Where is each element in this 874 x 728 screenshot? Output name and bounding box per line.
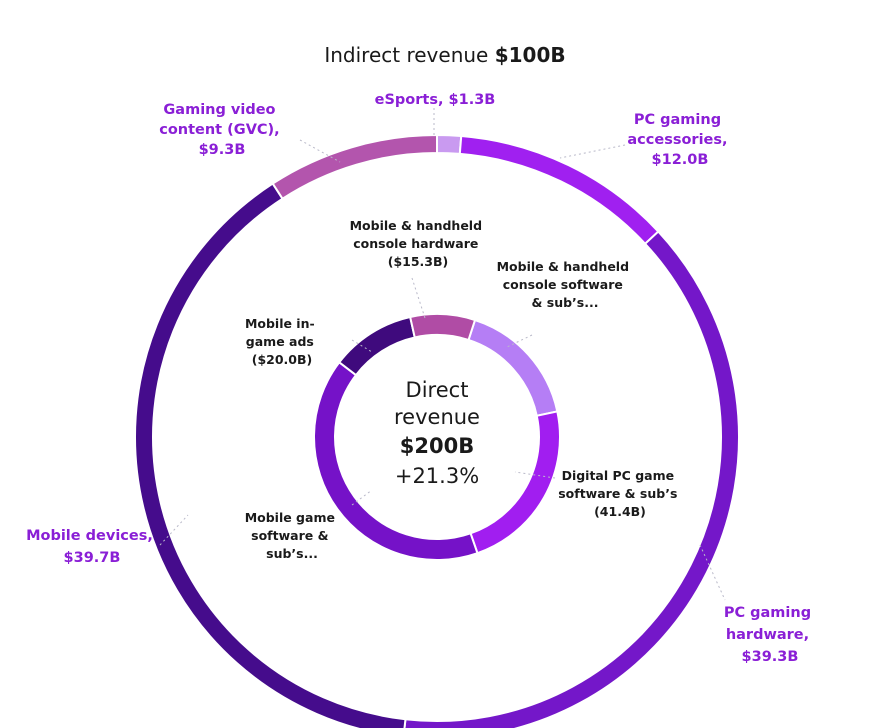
label-esports: eSports, $1.3B: [375, 92, 496, 108]
label-gvc-line3: $9.3B: [199, 142, 246, 158]
label-handheld-software-line2: console software: [503, 277, 623, 292]
chart-title: Indirect revenue $100B: [324, 43, 565, 67]
label-gvc-line2: content (GVC),: [159, 122, 279, 138]
center-line1: Direct: [406, 378, 469, 402]
label-ingame-ads-line2: game ads: [246, 334, 314, 349]
inner-slice-0: [467, 318, 559, 417]
center-growth: +21.3%: [395, 464, 479, 488]
leader-pc-software: [514, 471, 556, 479]
label-mobile-devices-line1: Mobile devices,: [26, 528, 153, 544]
title-value: $100B: [495, 43, 566, 67]
label-mobile-software: Mobile game software & sub’s...: [245, 510, 340, 561]
label-handheld-hardware-line3: ($15.3B): [388, 254, 449, 269]
inner-ring: [313, 313, 561, 561]
label-mobile-software-line2: software &: [251, 528, 328, 543]
label-pc-hardware-line1: PC gaming: [724, 605, 811, 621]
outer-slice-4: [271, 133, 438, 201]
outer-slice-2: [403, 230, 740, 728]
label-pc-software: Digital PC game software & sub’s (41.4B): [558, 468, 682, 519]
label-ingame-ads-line3: ($20.0B): [252, 352, 313, 367]
label-pc-accessories-line3: $12.0B: [652, 152, 709, 168]
label-mobile-devices: Mobile devices, $39.7B: [26, 528, 158, 566]
label-mobile-devices-line2: $39.7B: [64, 550, 121, 566]
inner-slice-3: [337, 315, 416, 377]
label-handheld-hardware-line1: Mobile & handheld: [350, 218, 482, 233]
label-esports-line: eSports, $1.3B: [375, 92, 496, 108]
leader-pc-hardware: [699, 544, 726, 601]
leader-lines: [159, 108, 726, 601]
outer-slice-0: [436, 133, 463, 155]
label-pc-software-line3: (41.4B): [594, 504, 646, 519]
label-handheld-hardware-line2: console hardware: [353, 236, 478, 251]
label-handheld-software-line3: & sub’s...: [532, 295, 599, 310]
label-pc-accessories: PC gaming accessories, $12.0B: [627, 112, 732, 168]
center-line2: revenue: [394, 405, 480, 429]
label-pc-hardware-line3: $39.3B: [742, 649, 799, 665]
outer-ring: [134, 133, 740, 728]
leader-mobile-devices: [159, 514, 189, 546]
label-handheld-software-line1: Mobile & handheld: [497, 259, 629, 274]
outer-slice-1: [458, 134, 660, 246]
label-pc-hardware: PC gaming hardware, $39.3B: [724, 605, 816, 665]
label-pc-accessories-line2: accessories,: [627, 132, 727, 148]
inner-slice-1: [469, 410, 561, 555]
label-pc-hardware-line2: hardware,: [726, 627, 809, 643]
label-handheld-hardware: Mobile & handheld console hardware ($15.…: [350, 218, 487, 269]
leader-ingame-ads: [351, 339, 373, 353]
leader-mobile-software: [351, 489, 373, 506]
outer-slice-3: [134, 182, 407, 728]
label-pc-software-line1: Digital PC game: [562, 468, 675, 483]
center-value: $200B: [400, 434, 474, 458]
label-gvc: Gaming video content (GVC), $9.3B: [159, 102, 285, 158]
label-gvc-line1: Gaming video: [163, 102, 275, 118]
label-handheld-software: Mobile & handheld console software & sub…: [497, 259, 634, 310]
title-prefix: Indirect revenue: [324, 43, 494, 67]
label-ingame-ads: Mobile in- game ads ($20.0B): [245, 316, 319, 367]
label-pc-software-line2: software & sub’s: [558, 486, 677, 501]
label-mobile-software-line3: sub’s...: [266, 546, 318, 561]
inner-slice-4: [408, 313, 477, 342]
label-mobile-software-line1: Mobile game: [245, 510, 335, 525]
label-pc-accessories-line1: PC gaming: [634, 112, 721, 128]
label-ingame-ads-line1: Mobile in-: [245, 316, 315, 331]
leader-handheld-hardware: [411, 277, 426, 319]
leader-pc-accessories: [559, 144, 626, 159]
